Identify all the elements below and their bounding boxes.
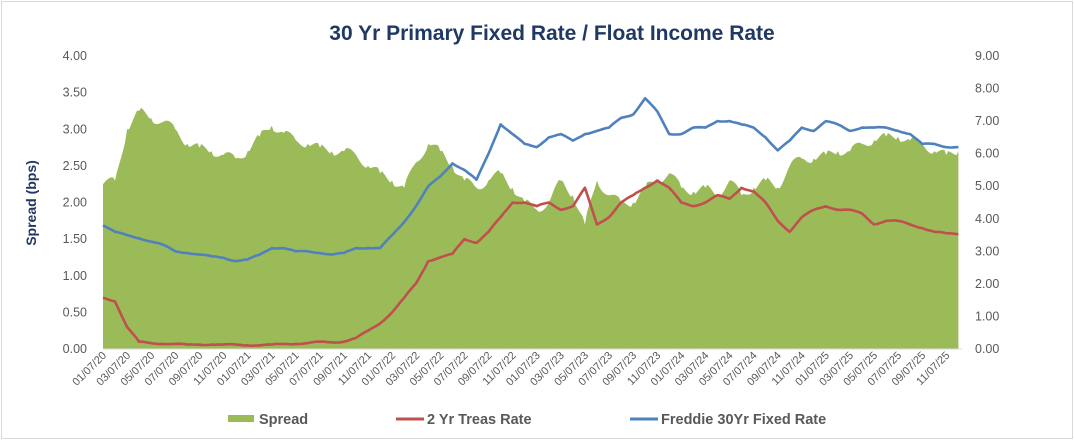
left-tick-label: 0.00 xyxy=(63,342,87,356)
left-tick-label: 4.00 xyxy=(63,49,87,63)
right-tick-label: 8.00 xyxy=(975,82,999,96)
right-tick-label: 1.00 xyxy=(975,309,999,323)
right-tick-label: 4.00 xyxy=(975,212,999,226)
left-tick-label: 1.50 xyxy=(63,232,87,246)
legend-swatch-spread xyxy=(228,415,254,422)
right-tick-label: 2.00 xyxy=(975,277,999,291)
left-tick-label: 1.00 xyxy=(63,269,87,283)
left-tick-label: 2.50 xyxy=(63,159,87,173)
right-tick-label: 3.00 xyxy=(975,244,999,258)
left-tick-label: 0.50 xyxy=(63,305,87,319)
series-spread-area xyxy=(103,107,959,349)
right-tick-label: 7.00 xyxy=(975,114,999,128)
right-tick-label: 0.00 xyxy=(975,342,999,356)
chart-title: 30 Yr Primary Fixed Rate / Float Income … xyxy=(329,22,774,45)
left-tick-label: 3.00 xyxy=(63,122,87,136)
legend-label-2-yr-treas-rate: 2 Yr Treas Rate xyxy=(427,412,532,428)
series-freddie-30yr-fixed-rate-line xyxy=(102,97,959,263)
legend-label-spread: Spread xyxy=(259,412,308,428)
right-tick-label: 5.00 xyxy=(975,179,999,193)
y-axis-label: Spread (bps) xyxy=(23,160,39,246)
legend-label-freddie-30yr-fixed-rate: Freddie 30Yr Fixed Rate xyxy=(661,412,826,428)
left-tick-label: 2.00 xyxy=(63,196,87,210)
series-2-yr-treas-rate-line xyxy=(102,179,959,348)
left-tick-label: 3.50 xyxy=(63,86,87,100)
right-tick-label: 9.00 xyxy=(975,49,999,63)
right-tick-label: 6.00 xyxy=(975,147,999,161)
